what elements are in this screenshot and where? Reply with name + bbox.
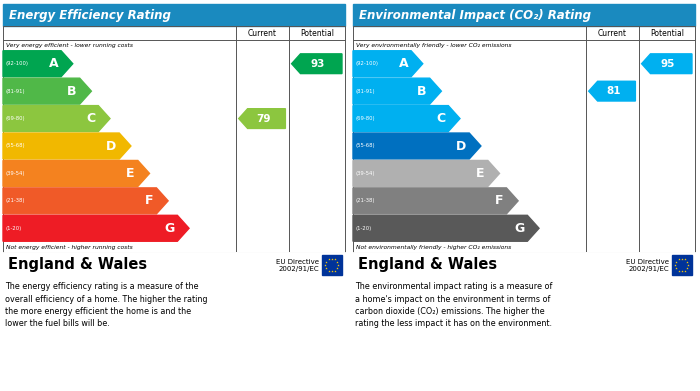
Polygon shape [3, 51, 73, 77]
Text: B: B [67, 84, 77, 98]
Polygon shape [3, 133, 131, 159]
Bar [3, 252, 345, 278]
Text: Not environmentally friendly - higher CO₂ emissions: Not environmentally friendly - higher CO… [356, 244, 511, 249]
Text: (92-100): (92-100) [356, 61, 379, 66]
Polygon shape [3, 106, 110, 131]
Text: C: C [86, 112, 95, 125]
Text: (81-91): (81-91) [6, 89, 26, 93]
Text: B: B [417, 84, 427, 98]
Polygon shape [3, 215, 189, 241]
Text: C: C [436, 112, 445, 125]
Text: England & Wales: England & Wales [358, 258, 497, 273]
Text: E: E [126, 167, 135, 180]
Text: A: A [48, 57, 58, 70]
Polygon shape [353, 106, 460, 131]
Text: Not energy efficient - higher running costs: Not energy efficient - higher running co… [6, 244, 133, 249]
Bar [3, 4, 345, 26]
Text: Environmental Impact (CO₂) Rating: Environmental Impact (CO₂) Rating [359, 9, 591, 22]
Text: 79: 79 [256, 113, 271, 124]
Text: G: G [164, 222, 174, 235]
Polygon shape [353, 133, 481, 159]
Polygon shape [642, 54, 692, 74]
Bar [353, 26, 695, 252]
Text: F: F [145, 194, 153, 207]
Text: G: G [514, 222, 524, 235]
Polygon shape [3, 160, 150, 187]
Text: England & Wales: England & Wales [8, 258, 147, 273]
Text: (81-91): (81-91) [356, 89, 376, 93]
Bar [322, 255, 342, 275]
Text: The energy efficiency rating is a measure of the
overall efficiency of a home. T: The energy efficiency rating is a measur… [5, 282, 207, 328]
Text: 81: 81 [606, 86, 621, 96]
Text: (69-80): (69-80) [356, 116, 376, 121]
Polygon shape [353, 215, 539, 241]
Text: (21-38): (21-38) [356, 198, 375, 203]
Text: (1-20): (1-20) [356, 226, 372, 231]
Text: (69-80): (69-80) [6, 116, 26, 121]
Text: (39-54): (39-54) [6, 171, 25, 176]
Text: F: F [495, 194, 503, 207]
Text: Very energy efficient - lower running costs: Very energy efficient - lower running co… [6, 43, 133, 47]
Text: (39-54): (39-54) [356, 171, 375, 176]
Text: 95: 95 [661, 59, 676, 69]
Polygon shape [353, 78, 442, 104]
Polygon shape [353, 51, 423, 77]
Text: EU Directive
2002/91/EC: EU Directive 2002/91/EC [626, 258, 668, 271]
Text: (21-38): (21-38) [6, 198, 25, 203]
Text: Potential: Potential [300, 29, 334, 38]
Text: Current: Current [598, 29, 626, 38]
Text: (1-20): (1-20) [6, 226, 22, 231]
Text: D: D [456, 140, 466, 152]
Text: E: E [476, 167, 485, 180]
Bar [353, 4, 695, 26]
Bar [353, 252, 695, 278]
Text: 93: 93 [311, 59, 326, 69]
Text: (55-68): (55-68) [356, 143, 376, 149]
Text: D: D [106, 140, 116, 152]
Text: (55-68): (55-68) [6, 143, 26, 149]
Text: A: A [398, 57, 408, 70]
Text: Energy Efficiency Rating: Energy Efficiency Rating [9, 9, 171, 22]
Polygon shape [353, 160, 500, 187]
Polygon shape [292, 54, 342, 74]
Text: EU Directive
2002/91/EC: EU Directive 2002/91/EC [276, 258, 318, 271]
Text: (92-100): (92-100) [6, 61, 29, 66]
Polygon shape [353, 188, 518, 214]
Text: Current: Current [248, 29, 276, 38]
Polygon shape [589, 81, 636, 101]
Polygon shape [3, 78, 92, 104]
Bar [3, 26, 345, 252]
Polygon shape [3, 188, 168, 214]
Text: Very environmentally friendly - lower CO₂ emissions: Very environmentally friendly - lower CO… [356, 43, 512, 47]
Polygon shape [239, 109, 286, 129]
Text: Potential: Potential [650, 29, 684, 38]
Text: The environmental impact rating is a measure of
a home's impact on the environme: The environmental impact rating is a mea… [355, 282, 552, 328]
Bar [672, 255, 692, 275]
